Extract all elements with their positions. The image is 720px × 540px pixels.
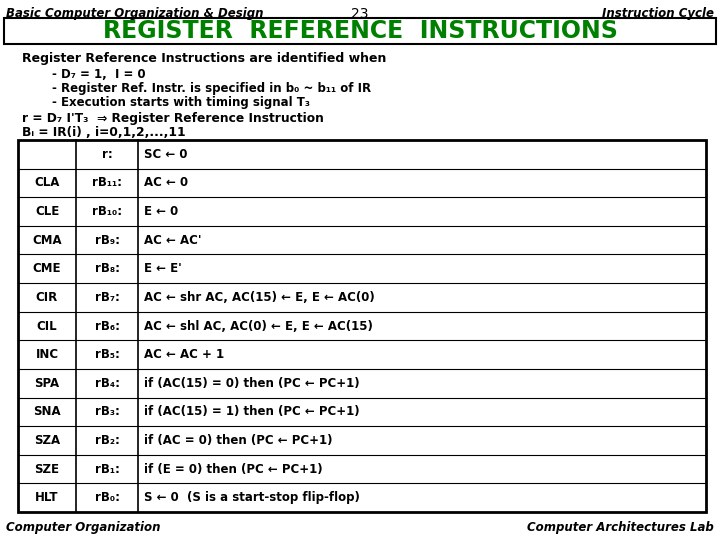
Text: - D₇ = 1,  I = 0: - D₇ = 1, I = 0 [52,68,145,81]
Text: rB₈:: rB₈: [94,262,120,275]
Text: rB₁₁:: rB₁₁: [92,177,122,190]
Text: CLA: CLA [35,177,60,190]
Text: r:: r: [102,148,112,161]
Text: CIR: CIR [36,291,58,304]
Text: rB₁:: rB₁: [94,463,120,476]
Text: Instruction Cycle: Instruction Cycle [602,7,714,20]
Text: rB₀:: rB₀: [94,491,120,504]
Text: - Register Ref. Instr. is specified in b₀ ~ b₁₁ of IR: - Register Ref. Instr. is specified in b… [52,82,371,95]
Text: E ← 0: E ← 0 [144,205,179,218]
Text: rB₁₀:: rB₁₀: [92,205,122,218]
Text: CME: CME [32,262,61,275]
Text: SPA: SPA [35,377,60,390]
Text: Computer Architectures Lab: Computer Architectures Lab [527,522,714,535]
Text: CIL: CIL [37,320,58,333]
Text: AC ← 0: AC ← 0 [144,177,188,190]
Text: rB₄:: rB₄: [94,377,120,390]
Text: AC ← AC': AC ← AC' [144,234,202,247]
Bar [4,18,716,44]
Text: SNA: SNA [33,406,60,419]
Text: 23: 23 [351,7,369,21]
Text: REGISTER  REFERENCE  INSTRUCTIONS: REGISTER REFERENCE INSTRUCTIONS [102,19,618,43]
Text: Bᵢ = IR(i) , i=0,1,2,...,11: Bᵢ = IR(i) , i=0,1,2,...,11 [22,126,186,139]
Text: Basic Computer Organization & Design: Basic Computer Organization & Design [6,7,264,20]
Text: rB₉:: rB₉: [94,234,120,247]
Text: AC ← AC + 1: AC ← AC + 1 [144,348,224,361]
Text: if (AC(15) = 0) then (PC ← PC+1): if (AC(15) = 0) then (PC ← PC+1) [144,377,359,390]
Text: Register Reference Instructions are identified when: Register Reference Instructions are iden… [22,52,387,65]
Text: rB₇:: rB₇: [94,291,120,304]
Text: CMA: CMA [32,234,62,247]
Text: rB₃:: rB₃: [94,406,120,419]
Text: if (E = 0) then (PC ← PC+1): if (E = 0) then (PC ← PC+1) [144,463,323,476]
Text: SZA: SZA [34,434,60,447]
Text: S ← 0  (S is a start-stop flip-flop): S ← 0 (S is a start-stop flip-flop) [144,491,360,504]
Text: - Execution starts with timing signal T₃: - Execution starts with timing signal T₃ [52,96,310,109]
Text: if (AC(15) = 1) then (PC ← PC+1): if (AC(15) = 1) then (PC ← PC+1) [144,406,359,419]
Text: rB₅:: rB₅: [94,348,120,361]
Text: rB₆:: rB₆: [94,320,120,333]
Text: SZE: SZE [35,463,60,476]
Bar [18,140,706,512]
Text: rB₂:: rB₂: [94,434,120,447]
Text: E ← E': E ← E' [144,262,181,275]
Text: SC ← 0: SC ← 0 [144,148,187,161]
Text: HLT: HLT [35,491,59,504]
Text: r = D₇ I'T₃  ⇒ Register Reference Instruction: r = D₇ I'T₃ ⇒ Register Reference Instruc… [22,112,324,125]
Text: AC ← shr AC, AC(15) ← E, E ← AC(0): AC ← shr AC, AC(15) ← E, E ← AC(0) [144,291,374,304]
Text: if (AC = 0) then (PC ← PC+1): if (AC = 0) then (PC ← PC+1) [144,434,333,447]
Text: INC: INC [35,348,58,361]
Text: CLE: CLE [35,205,59,218]
Text: Computer Organization: Computer Organization [6,522,161,535]
Text: AC ← shl AC, AC(0) ← E, E ← AC(15): AC ← shl AC, AC(0) ← E, E ← AC(15) [144,320,373,333]
